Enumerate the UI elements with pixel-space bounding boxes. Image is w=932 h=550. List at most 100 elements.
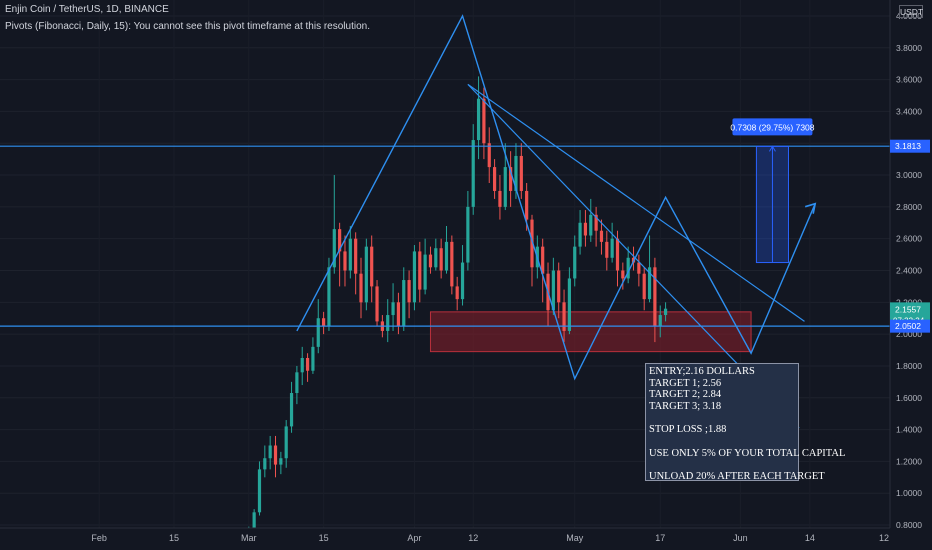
candle-body — [370, 246, 374, 287]
time-tick: 12 — [468, 533, 478, 543]
entry-note: ENTRY;2.16 DOLLARS — [649, 366, 755, 377]
candle-body — [428, 254, 433, 268]
candle-body — [386, 315, 390, 331]
candle-body — [354, 238, 358, 274]
price-tick: 1.6000 — [896, 393, 922, 403]
candle-body — [557, 270, 561, 303]
time-tick: Mar — [241, 533, 257, 543]
current-price-tag: 2.1557 — [895, 304, 921, 314]
time-axis-bg — [0, 528, 890, 550]
support-price-tag-bg — [890, 319, 930, 333]
price-tick: 0.8000 — [896, 520, 922, 530]
candle-body — [402, 280, 406, 327]
price-tick: 3.6000 — [896, 75, 922, 85]
candle-body — [487, 143, 491, 168]
candle-body — [482, 98, 486, 144]
candle-body — [375, 286, 379, 322]
candle-body — [311, 346, 315, 371]
price-tick: 2.8000 — [896, 202, 922, 212]
price-tick: 1.8000 — [896, 361, 922, 371]
candle-body — [327, 267, 331, 327]
candle-body — [364, 246, 368, 303]
price-axis-bg — [890, 0, 932, 550]
measure-arrow-head — [769, 145, 776, 152]
candle-body — [509, 167, 513, 191]
candle-body — [621, 270, 625, 279]
candle-body — [279, 458, 283, 465]
candle-body — [578, 222, 582, 247]
candle-body — [434, 248, 438, 268]
target2-note: TARGET 2; 2.84 — [649, 389, 722, 400]
price-tick: 3.0000 — [896, 170, 922, 180]
trendline-upper — [467, 83, 805, 322]
candle-body — [423, 254, 427, 290]
candle-body — [300, 358, 304, 373]
target3-note: TARGET 3; 3.18 — [649, 400, 722, 412]
candle-body — [338, 229, 342, 252]
stop-loss-note: STOP LOSS ;1.88 — [649, 424, 727, 435]
candle-body — [637, 262, 641, 274]
unload-note: UNLOAD 20% AFTER EACH TARGET — [649, 471, 825, 482]
time-tick: 17 — [655, 533, 665, 543]
price-tick: 2.0000 — [896, 329, 922, 339]
candle-body — [658, 315, 662, 327]
candle-body — [514, 155, 518, 191]
support-zone — [429, 311, 752, 353]
candle-body — [444, 241, 449, 271]
price-tick: 1.0000 — [896, 488, 922, 498]
candle-body — [519, 155, 523, 191]
candle-body — [418, 251, 422, 290]
candle-body — [541, 246, 545, 274]
candle-body — [647, 267, 652, 300]
candle-body — [257, 469, 262, 513]
candle-body — [503, 167, 507, 207]
candle-body — [332, 229, 336, 268]
time-tick: Jun — [733, 533, 748, 543]
time-tick: Feb — [91, 533, 107, 543]
candle-body — [263, 458, 267, 470]
candle-body — [525, 190, 529, 220]
drawings: 0.7308 (29.75%) 7308 — [0, 14, 890, 429]
candle-body — [391, 302, 395, 316]
candle-body — [589, 214, 593, 236]
price-tick: 1.2000 — [896, 456, 922, 466]
candle-body — [348, 238, 352, 271]
resistance-price-tag-bg — [890, 139, 930, 153]
candle-body — [615, 238, 620, 271]
candle-body — [268, 445, 272, 459]
price-tick: 1.4000 — [896, 425, 922, 435]
price-tick: 3.8000 — [896, 43, 922, 53]
price-tick: 4.0000 — [896, 11, 922, 21]
time-tick: 15 — [319, 533, 329, 543]
currency-label: USDT — [899, 5, 924, 18]
candle-body — [466, 206, 470, 263]
candle-body — [322, 318, 326, 327]
candle-body — [359, 273, 363, 303]
candle-body — [284, 426, 288, 459]
candle-body — [343, 251, 347, 271]
candle-body — [498, 190, 502, 207]
candle-body — [626, 257, 630, 279]
price-tick: 2.2000 — [896, 297, 922, 307]
time-tick: 14 — [805, 533, 815, 543]
support-zone-box — [429, 311, 752, 353]
target1-note: TARGET 1; 2.56 — [649, 377, 722, 389]
measure-label-bg — [732, 118, 813, 136]
candle-body — [273, 445, 278, 465]
candle-body — [530, 219, 534, 268]
candle-body — [653, 267, 657, 327]
support-price-tag: 2.0502 — [895, 321, 921, 331]
trade-notes: ENTRY;2.16 DOLLARS TARGET 1; 2.56 TARGET… — [645, 363, 845, 482]
chart-title: Enjin Coin / TetherUS, 1D, BINANCE — [5, 4, 169, 15]
candle-body — [567, 278, 571, 331]
candle-body — [252, 512, 256, 529]
candle-body — [305, 358, 310, 371]
candle-body — [610, 238, 614, 258]
indicator-legend[interactable]: Pivots (Fibonacci, Daily, 15): You canno… — [5, 21, 370, 32]
price-tick: 2.6000 — [896, 234, 922, 244]
candle-body — [642, 273, 646, 300]
candle-body — [551, 270, 555, 311]
